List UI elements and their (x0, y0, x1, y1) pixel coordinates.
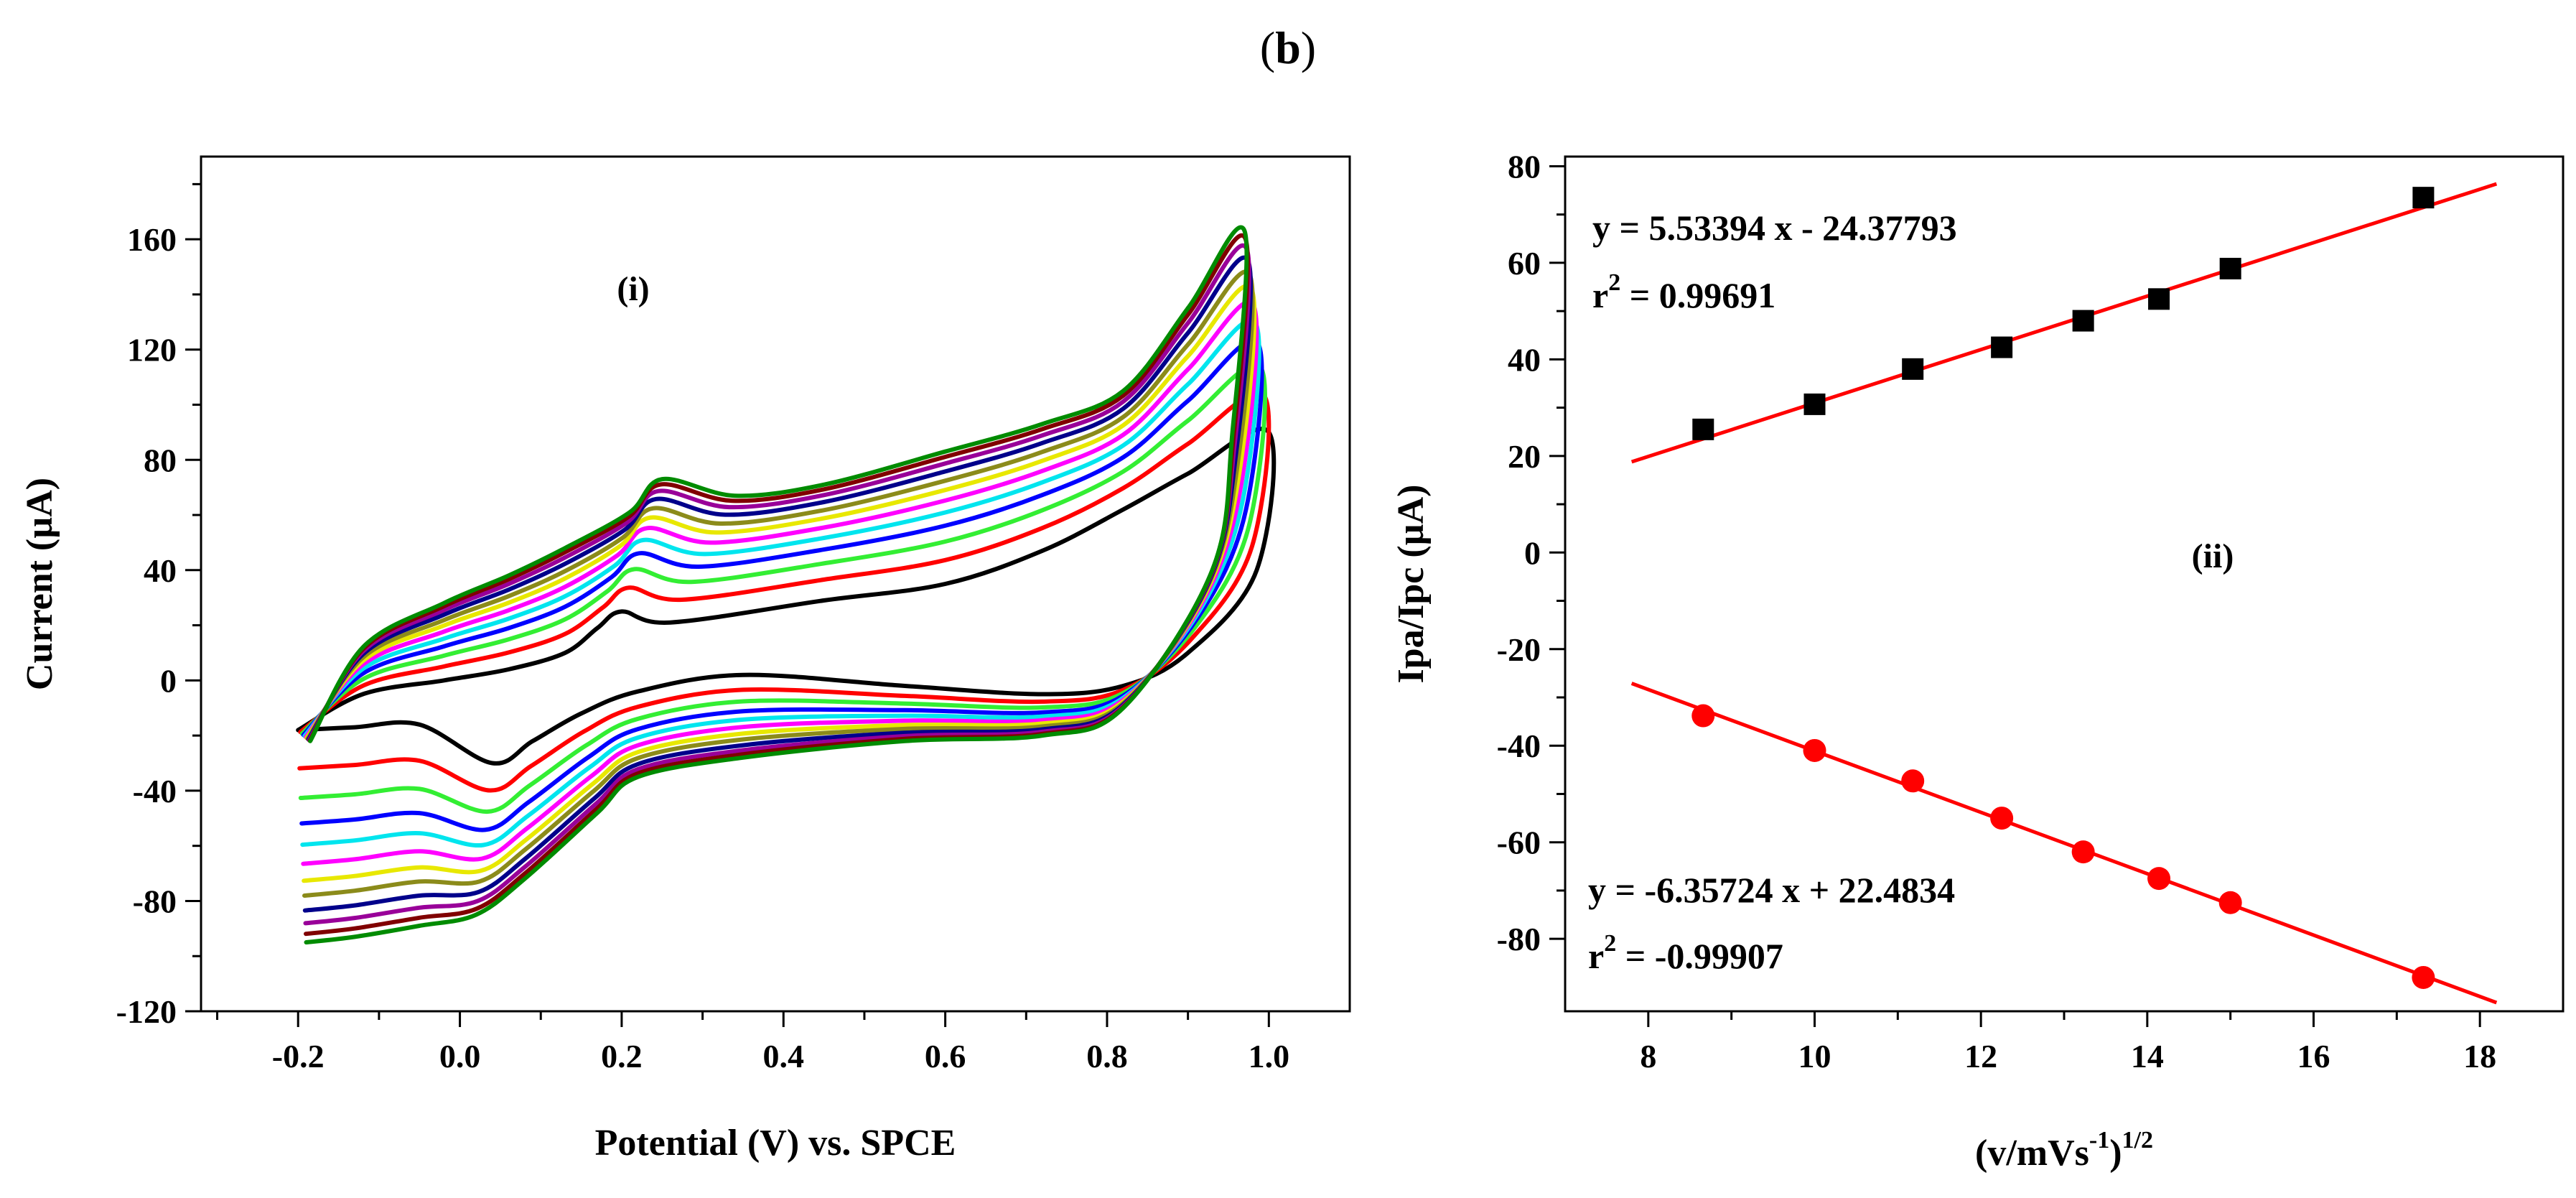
cv-curve-cv-7 (302, 284, 1257, 883)
cv-curve-cv-3 (298, 362, 1267, 814)
y-tick-label: -80 (1497, 921, 1541, 957)
cv-x-axis: -0.2 0.0 0.2 0.4 0.6 0.8 1.0 (216, 1011, 1290, 1074)
fit-x-axis: 8 10 12 14 16 18 (1640, 1011, 2496, 1074)
cv-x-axis-title: Potential (V) vs. SPCE (595, 1123, 956, 1164)
y-tick-label: -40 (133, 773, 177, 809)
x-tick-label: 8 (1640, 1038, 1656, 1074)
y-tick-label: 0 (1524, 534, 1541, 571)
cv-panel-label: (i) (617, 270, 649, 308)
cv-y-axis-title: Current (µA) (19, 478, 60, 690)
cv-curve-cv-5 (300, 317, 1261, 848)
y-tick-label: 80 (1508, 148, 1541, 185)
cv-panel: -0.2 0.0 0.2 0.4 0.6 0.8 1.0 -120 -80 -40 0 40 80 12… (19, 155, 1351, 1164)
y-tick-label: -20 (1497, 631, 1541, 668)
cathodic-fit-equation: y = -6.35724 x + 22.4834 (1588, 870, 1955, 910)
fit-line-Ipc (1630, 682, 2498, 1005)
fit-line-Ipa (1630, 182, 2498, 464)
y-tick-label: 40 (1508, 341, 1541, 378)
x-tick-label: 0.0 (439, 1038, 481, 1074)
y-tick-label: -80 (133, 883, 177, 919)
y-tick-label: -40 (1497, 728, 1541, 764)
fit-lines (1630, 182, 2498, 1005)
cv-curve-cv-11 (304, 233, 1250, 937)
y-tick-label: -60 (1497, 825, 1541, 861)
x-tick-label: 16 (2297, 1038, 2330, 1074)
point-Ipc (2147, 867, 2171, 891)
x-tick-label: -0.2 (272, 1038, 325, 1074)
x-tick-label: 14 (2131, 1038, 2164, 1074)
point-Ipc (2218, 891, 2242, 914)
point-Ipa (2412, 187, 2435, 209)
fit-x-axis-title: (v/mVs-1)1/2 (1975, 1127, 2153, 1174)
fit-y-axis-title: Ipa/Ipc (µA) (1391, 485, 1432, 684)
cv-curves (296, 225, 1277, 944)
fit-y-axis: -80 -60 -40 -20 0 20 40 60 80 (1497, 148, 1565, 957)
x-tick-label: 12 (1964, 1038, 1997, 1074)
point-Ipc (1990, 807, 2014, 830)
point-Ipc (2071, 840, 2095, 864)
fit-panel-label: (ii) (2192, 537, 2234, 575)
cv-plot-frame (200, 155, 1351, 1013)
figure-label: (b) (1260, 22, 1316, 73)
x-tick-label: 0.2 (601, 1038, 643, 1074)
x-tick-label: 18 (2463, 1038, 2496, 1074)
cv-curve-cv-6 (301, 300, 1259, 866)
y-tick-label: 40 (144, 552, 177, 589)
point-Ipc (1901, 769, 1925, 793)
y-tick-label: 20 (1508, 438, 1541, 475)
fit-points (1691, 187, 2435, 989)
x-tick-label: 10 (1798, 1038, 1831, 1074)
cv-curve-cv-1 (296, 427, 1277, 766)
point-Ipc (1691, 704, 1715, 728)
point-Ipa (1902, 358, 1924, 380)
x-tick-label: 1.0 (1249, 1038, 1290, 1074)
fit-panel: 8 10 12 14 16 18 -80 -60 -40 -20 0 20 40 60 80 (ii) y… (1391, 148, 2565, 1174)
point-Ipa (2072, 310, 2094, 332)
x-tick-label: 0.4 (763, 1038, 805, 1074)
y-tick-label: 80 (144, 442, 177, 478)
cv-y-axis: -120 -80 -40 0 40 80 120 160 (116, 182, 201, 1030)
point-Ipa (2148, 288, 2170, 310)
point-Ipa (1803, 393, 1826, 415)
anodic-fit-r-squared: r2 = 0.99691 (1592, 269, 1775, 315)
y-tick-label: 60 (1508, 245, 1541, 282)
cv-curve-cv-2 (297, 390, 1271, 793)
point-Ipc (1803, 738, 1826, 762)
point-Ipa (1692, 418, 1714, 440)
x-tick-label: 0.8 (1086, 1038, 1128, 1074)
point-Ipa (2219, 257, 2241, 279)
y-tick-label: 120 (127, 332, 177, 368)
cv-curve-cv-9 (302, 255, 1254, 913)
x-tick-label: 0.6 (925, 1038, 966, 1074)
y-tick-label: 0 (160, 662, 177, 699)
point-Ipc (2412, 965, 2435, 989)
cv-curve-cv-4 (299, 338, 1264, 832)
point-Ipa (1991, 336, 2013, 358)
y-tick-label: 160 (127, 221, 177, 258)
y-tick-label: -120 (116, 993, 177, 1030)
cv-curve-cv-12 (304, 225, 1249, 944)
cv-curve-cv-8 (302, 269, 1255, 898)
cathodic-fit-r-squared: r2 = -0.99907 (1588, 930, 1783, 976)
anodic-fit-equation: y = 5.53394 x - 24.37793 (1592, 208, 1957, 248)
